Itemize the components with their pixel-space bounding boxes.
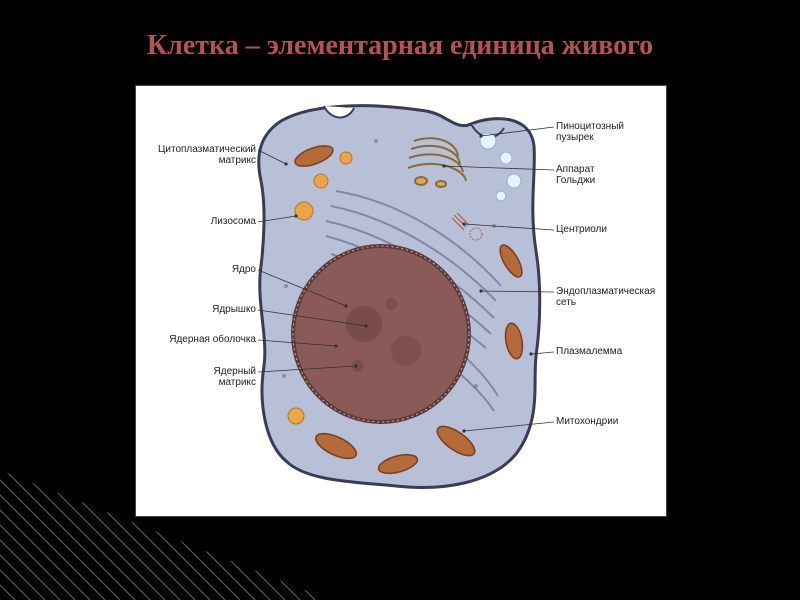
diagram-label: Центриоли — [556, 224, 607, 235]
diagram-label: Эндоплазматическаясеть — [556, 286, 655, 308]
slide: Клетка – элементарная единица живого — [0, 0, 800, 600]
diagram-label: Митохондрии — [556, 416, 618, 427]
diagram-label: Ядро — [146, 264, 256, 275]
diagram-label: АппаратГольджи — [556, 164, 595, 186]
cell-diagram: Цитоплазматическийматрикс Лизосома Ядро Ядр… — [135, 85, 667, 517]
nucleus — [293, 246, 469, 422]
diagram-label: Ядерныйматрикс — [146, 366, 256, 388]
diagram-label: Ядрышко — [146, 304, 256, 315]
diagram-label: Пиноцитозныйпузырек — [556, 121, 624, 143]
diagram-label: Плазмалемма — [556, 346, 622, 357]
diagram-label: Цитоплазматическийматрикс — [146, 144, 256, 166]
diagram-label: Лизосома — [146, 216, 256, 227]
diagram-label: Ядерная оболочка — [146, 334, 256, 345]
page-title: Клетка – элементарная единица живого — [0, 30, 800, 62]
